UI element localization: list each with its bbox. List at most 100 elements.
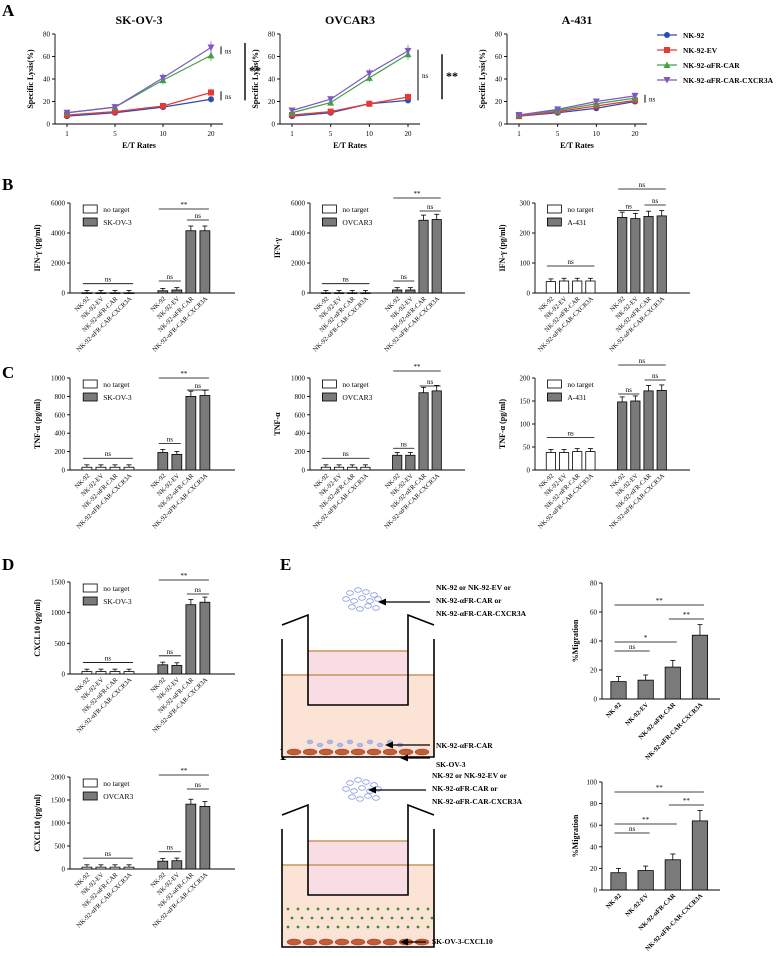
significance-label: ** — [249, 64, 261, 78]
bar-SK-OV-3 — [185, 395, 197, 471]
y-tick-label: 20 — [268, 98, 276, 106]
nk-cell — [348, 794, 356, 800]
cxcl10-dot — [366, 925, 370, 929]
significance-label: ns — [629, 825, 636, 833]
arrow-head — [385, 741, 393, 749]
legend-label: SK-OV-3 — [103, 597, 132, 606]
legend-swatch — [321, 204, 337, 214]
y-axis-label: IFN-γ — [273, 238, 282, 258]
legend-swatch — [82, 392, 98, 402]
tumor-cell — [366, 938, 382, 946]
bar — [637, 870, 654, 891]
tumor-cell — [334, 938, 350, 946]
bar-no target — [95, 671, 107, 675]
cxcl10-dot — [406, 907, 410, 911]
nk-cell — [362, 589, 370, 595]
bar — [664, 859, 681, 891]
legend-swatch — [82, 204, 98, 214]
nk-cell — [346, 590, 354, 596]
significance-label: ** — [642, 816, 650, 824]
x-tick-label: 10 — [160, 130, 168, 138]
legend-label: no target — [103, 205, 130, 214]
diagram-label: SK-OV-3-CXCL10 — [432, 937, 493, 946]
migrated-cell — [376, 742, 384, 748]
y-axis-label: Specific Lysis(%) — [478, 49, 487, 109]
cxcl10-dot — [360, 916, 364, 920]
cxcl10-dot — [396, 907, 400, 911]
bar-no target — [320, 292, 331, 294]
data-point — [663, 61, 671, 68]
y-tick-label: 60 — [43, 53, 51, 61]
legend-entry: NK-92 — [657, 31, 704, 40]
cxcl10-dot — [410, 916, 414, 920]
y-tick-label: 4000 — [291, 230, 306, 238]
significance-label: ns — [105, 850, 112, 858]
bar-no target — [572, 280, 583, 294]
bar-no target — [95, 866, 107, 870]
y-tick-label: 800 — [55, 393, 66, 401]
legend-swatch — [82, 379, 98, 389]
cxcl10-dot — [290, 916, 294, 920]
legend-label: A-431 — [567, 393, 586, 402]
x-tick-label: 5 — [329, 130, 333, 138]
bar-A-431 — [643, 390, 654, 471]
line-chart-A-431: A-431 0 20 40 60 80 1 5 10 20 E/T Rates Specific Ly… — [478, 13, 656, 150]
legend-label: no target — [567, 380, 594, 389]
significance-label: ns — [225, 93, 232, 101]
y-tick-label: 80 — [268, 31, 276, 39]
bar-no target — [123, 671, 135, 675]
x-category-label: NK-92 — [605, 701, 623, 719]
data-point — [63, 109, 71, 117]
y-tick-label: 2000 — [51, 260, 66, 268]
y-tick-label: 60 — [590, 822, 598, 830]
bar-no target — [334, 292, 345, 294]
nk-cell — [366, 598, 374, 604]
nk-cell — [350, 598, 358, 604]
chart-title: A-431 — [562, 13, 593, 27]
y-tick-label: 0 — [62, 467, 66, 475]
cxcl10-dot — [386, 907, 390, 911]
nk-cell — [358, 595, 366, 601]
tumor-cell — [398, 748, 414, 756]
cxcl10-dot — [366, 907, 370, 911]
y-tick-label: 1000 — [51, 609, 66, 617]
y-tick-label: 4000 — [51, 230, 66, 238]
tumor-cell — [350, 938, 366, 946]
cxcl10-dot — [400, 916, 404, 920]
cxcl10-dot — [420, 916, 424, 920]
bar-no target — [545, 281, 556, 294]
cxcl10-dot — [336, 925, 340, 929]
legend-swatch — [82, 217, 98, 227]
significance-label: ns — [343, 276, 350, 284]
bar-SK-OV-3 — [157, 664, 169, 675]
series-line-NK-92-αFR-CAR — [291, 53, 409, 114]
legend-swatch — [547, 392, 562, 402]
bar-SK-OV-3 — [199, 230, 211, 294]
x-axis-label: E/T Rates — [333, 141, 367, 150]
bar-A-431 — [630, 400, 641, 471]
bar-no target — [109, 866, 121, 870]
legend-entry: NK-92-EV — [657, 46, 718, 55]
bar-no target — [585, 451, 596, 471]
bar-SK-OV-3 — [199, 601, 211, 675]
migrated-cell — [366, 739, 374, 745]
y-tick-label: 1000 — [291, 375, 306, 383]
data-point — [208, 96, 214, 103]
bar-no target — [334, 466, 345, 471]
significance-label: ** — [683, 797, 691, 805]
legend-label: OVCAR3 — [103, 792, 133, 801]
significance-label: ns — [649, 96, 656, 104]
y-tick-label: 100 — [520, 260, 531, 268]
x-category-label: NK-92-EV — [624, 892, 650, 918]
bar-no target — [585, 280, 596, 294]
bar-no target — [109, 466, 121, 471]
data-point — [327, 96, 335, 103]
significance-label: ns — [427, 378, 434, 386]
cxcl10-dot — [340, 916, 344, 920]
significance-label: ns — [167, 844, 174, 852]
data-point — [288, 107, 296, 114]
insert-chamber — [308, 841, 408, 895]
y-tick-label: 800 — [295, 393, 306, 401]
